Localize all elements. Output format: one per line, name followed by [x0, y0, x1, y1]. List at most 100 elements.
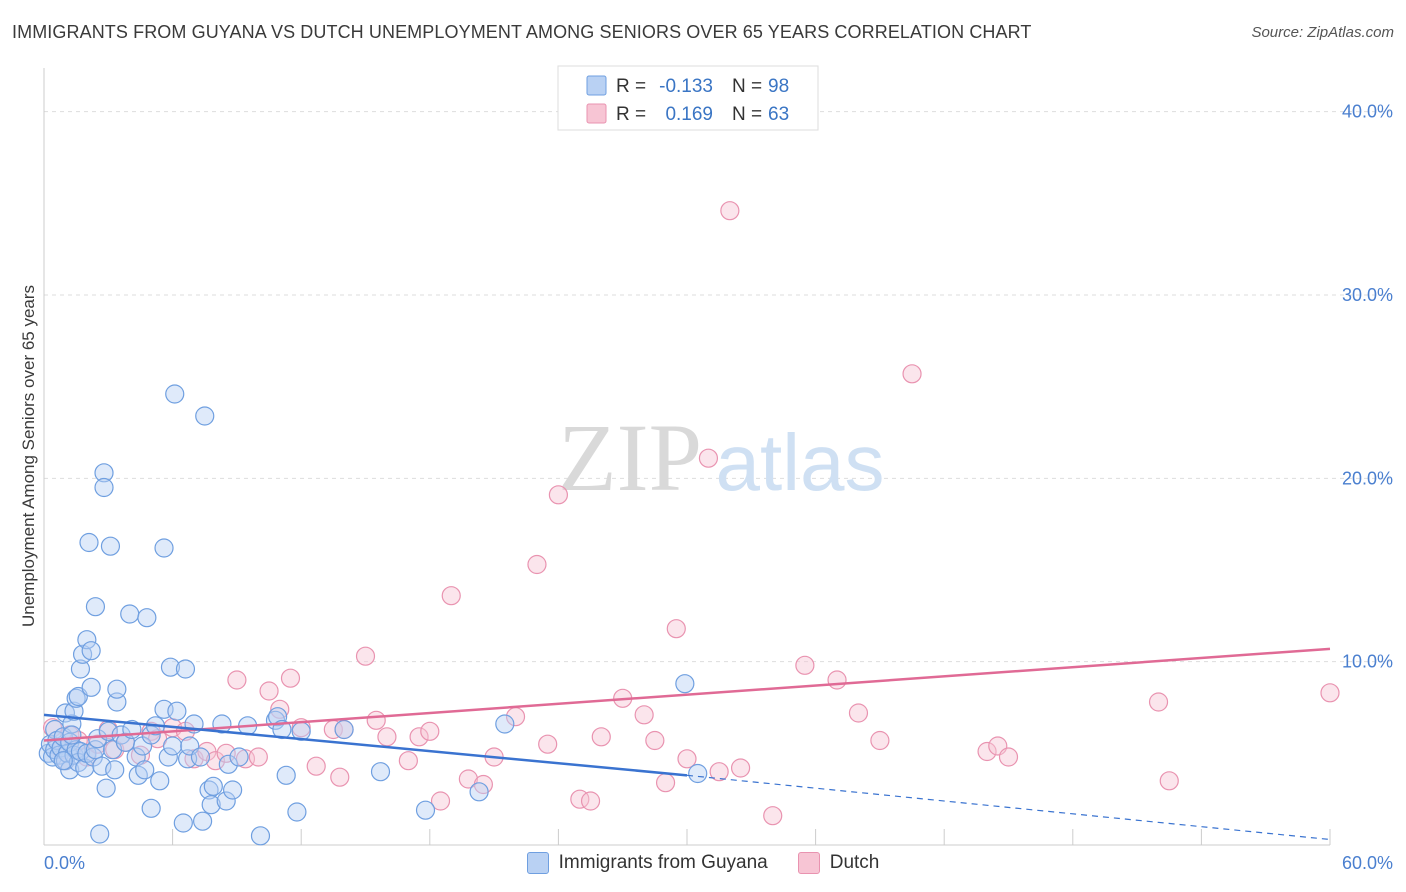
guyana-point [53, 751, 73, 771]
watermark: ZIP atlas [558, 404, 884, 511]
chart-title: IMMIGRANTS FROM GUYANA VS DUTCH UNEMPLOY… [12, 22, 1032, 42]
bottom-legend-label-dutch: Dutch [829, 852, 880, 873]
dutch-point [398, 751, 418, 771]
dutch-point [441, 586, 461, 606]
dutch-point [827, 670, 847, 690]
guyana-point [137, 608, 157, 628]
guyana-point [195, 406, 215, 426]
guyana-point [94, 477, 114, 498]
source-label: Source: ZipAtlas.com [1251, 24, 1394, 41]
dutch-point [366, 710, 386, 730]
bottom-legend-dutch: Dutch [797, 852, 880, 874]
dutch-point [730, 758, 751, 778]
legend-n-value-2: 63 [768, 104, 789, 125]
bottom-legend: Immigrants from Guyana Dutch [0, 852, 1406, 874]
dutch-point [409, 727, 429, 747]
dutch-point [248, 747, 268, 767]
dutch-point [420, 721, 440, 741]
bottom-legend-label-guyana: Immigrants from Guyana [558, 852, 768, 873]
dutch-point [645, 730, 665, 751]
dutch-point [709, 762, 729, 782]
guyana-point [85, 597, 106, 617]
dutch-point [377, 727, 397, 747]
dutch-point [548, 485, 569, 505]
dutch-point [977, 741, 997, 762]
legend-r-label-2: R = [616, 104, 646, 125]
guyana-point [70, 659, 91, 679]
guyana-point [675, 674, 695, 694]
dutch-point [205, 751, 226, 771]
dutch-point [580, 791, 601, 811]
y-tick-label: 40.0% [1342, 102, 1393, 122]
guyana-point [154, 538, 174, 558]
trend-lines [43, 647, 1331, 841]
guyana-point [370, 762, 391, 782]
guyana-point [163, 736, 183, 756]
watermark-zip: ZIP [558, 404, 702, 511]
legend-n-value-1: 98 [768, 76, 789, 97]
dutch-point [998, 747, 1019, 767]
dutch-point [870, 730, 890, 751]
tick-labels: 10.0% 20.0% 30.0% 40.0% 0.0% 60.0% [44, 102, 1393, 873]
dutch-point [1320, 683, 1340, 703]
guyana-trend-line [43, 713, 688, 777]
dutch-point [280, 668, 301, 688]
dutch-point [763, 806, 783, 826]
x-tick-label: 60.0% [1342, 853, 1393, 873]
dutch-point [591, 727, 611, 747]
guyana-point [334, 719, 354, 740]
y-tick-label: 30.0% [1342, 285, 1393, 305]
y-tick-label: 10.0% [1342, 652, 1393, 672]
dutch-point [902, 364, 922, 384]
legend-n-label-1: N = [732, 76, 762, 97]
guyana-point [120, 604, 140, 624]
guyana-point [94, 463, 114, 483]
guyana-point [469, 782, 489, 802]
dutch-point [720, 201, 740, 221]
guyana-trend-extension [686, 774, 1331, 841]
stats-legend: R = -0.133 N = 98 R = 0.169 N = 63 [557, 65, 819, 131]
bottom-legend-swatch-dutch [797, 852, 820, 874]
dutch-point [655, 773, 676, 793]
y-tick-label: 20.0% [1342, 468, 1393, 488]
dutch-point [355, 646, 376, 666]
guyana-point [100, 536, 121, 556]
guyana-point [87, 729, 108, 749]
guyana-point [81, 677, 101, 697]
guyana-point [268, 707, 288, 727]
guyana-point [190, 747, 211, 767]
guyana-point [81, 641, 101, 661]
legend-n-label-2: N = [732, 104, 762, 125]
dutch-point [1148, 692, 1169, 712]
guyana-point [167, 701, 187, 721]
dutch-point [259, 681, 279, 701]
guyana-point [150, 771, 170, 791]
guyana-point [107, 679, 127, 699]
guyana-point [105, 760, 125, 780]
guyana-point [165, 384, 185, 404]
guyana-point [276, 765, 296, 785]
guyana-point [77, 630, 97, 650]
guyana-point [79, 532, 99, 553]
dutch-point [458, 769, 478, 789]
dutch-point [306, 756, 326, 776]
dutch-trend-line [43, 647, 1331, 742]
legend-swatch-dutch [586, 103, 607, 124]
guyana-point [160, 657, 181, 677]
grid-lines [44, 111, 1390, 663]
guyana-point [415, 800, 436, 820]
dutch-point [677, 749, 697, 769]
guyana-point [218, 754, 238, 774]
bottom-legend-swatch-guyana [526, 852, 549, 874]
legend-r-label-1: R = [616, 76, 646, 97]
dutch-point [634, 705, 654, 725]
guyana-point [96, 778, 116, 798]
watermark-atlas: atlas [716, 418, 885, 507]
bottom-legend-guyana: Immigrants from Guyana [526, 852, 768, 874]
dutch-point [666, 619, 686, 639]
legend-r-value-1: -0.133 [659, 76, 713, 97]
dutch-point [270, 699, 290, 719]
y-axis-label: Unemployment Among Seniors over 65 years [19, 285, 38, 627]
dutch-point [795, 655, 815, 675]
